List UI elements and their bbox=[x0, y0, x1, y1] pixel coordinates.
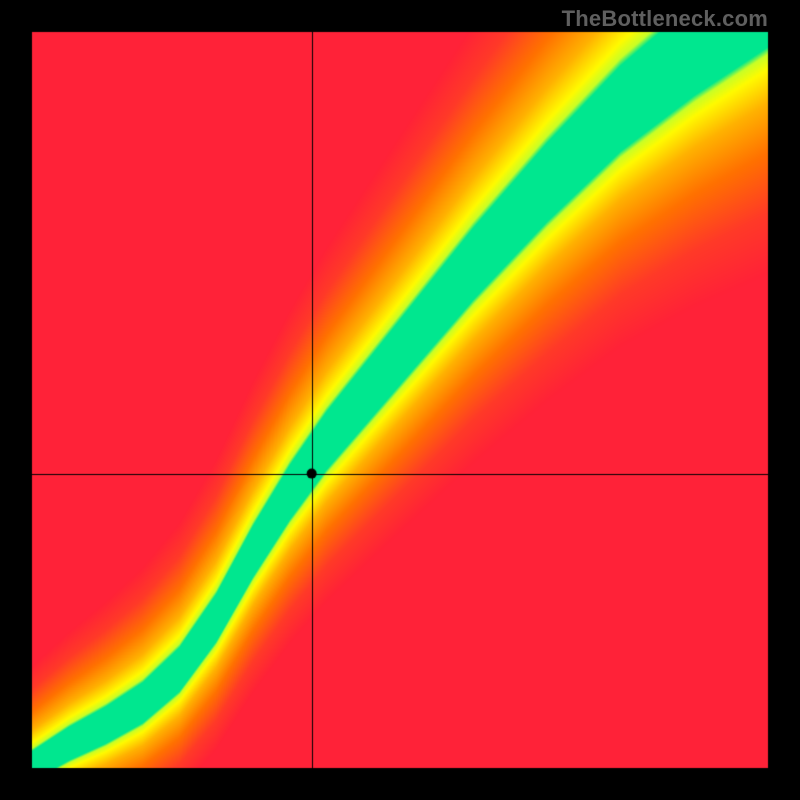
chart-container: TheBottleneck.com bbox=[0, 0, 800, 800]
watermark-text: TheBottleneck.com bbox=[562, 6, 768, 32]
bottleneck-heatmap bbox=[0, 0, 800, 800]
